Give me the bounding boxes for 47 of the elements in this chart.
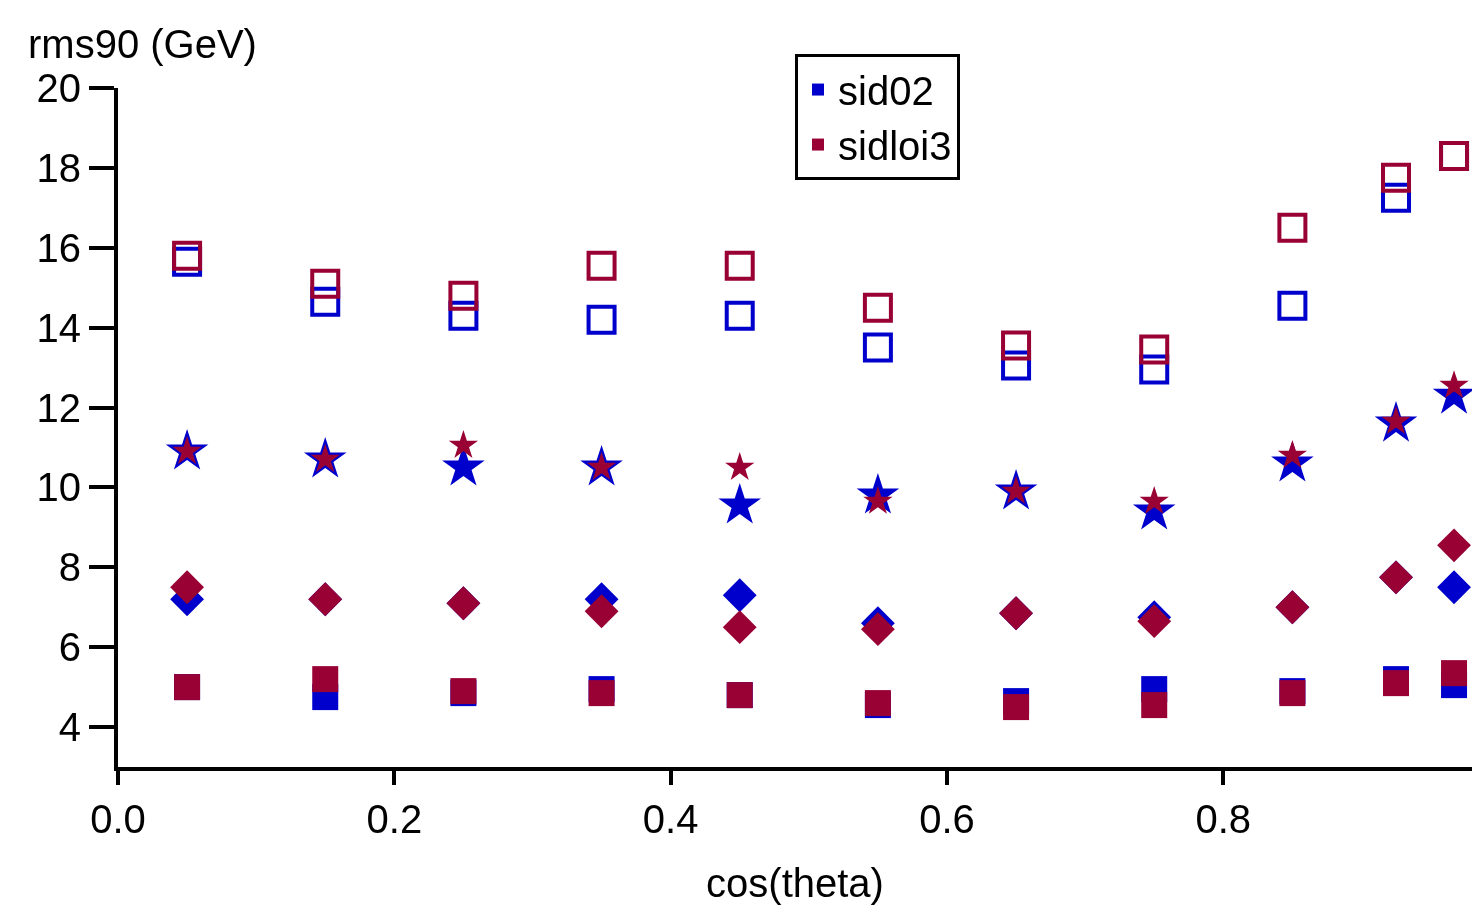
point	[1277, 212, 1308, 243]
point	[312, 666, 339, 693]
y-tick-label: 16	[36, 225, 81, 270]
point	[1141, 692, 1168, 719]
point	[170, 570, 204, 605]
point	[448, 430, 479, 458]
point	[862, 332, 893, 363]
point	[1437, 528, 1471, 563]
x-tick-label: 0.6	[919, 797, 975, 841]
point	[1437, 570, 1471, 605]
point	[1001, 330, 1032, 361]
point	[1139, 334, 1170, 365]
y-tick-label: 14	[36, 305, 81, 350]
point	[1439, 370, 1469, 399]
point	[1277, 290, 1308, 321]
point	[1381, 162, 1412, 193]
point	[172, 240, 203, 271]
point	[724, 250, 755, 281]
point	[725, 452, 755, 480]
point	[448, 280, 479, 311]
point	[724, 300, 755, 331]
point	[1003, 694, 1030, 721]
point	[586, 250, 617, 281]
y-tick-label: 12	[36, 385, 81, 430]
point	[1441, 660, 1468, 687]
point	[862, 292, 893, 323]
point	[584, 594, 619, 629]
legend-label: sidloi3	[838, 124, 952, 169]
y-tick-label: 18	[36, 145, 81, 190]
point	[1139, 485, 1169, 514]
x-tick-label: 0.2	[366, 797, 423, 841]
point	[586, 304, 617, 335]
y-tick-label: 4	[58, 705, 81, 750]
point	[861, 612, 895, 647]
x-axis-title: cos(theta)	[706, 861, 884, 905]
y-tick-label: 6	[58, 625, 81, 670]
x-tick-label: 0.0	[90, 797, 146, 841]
y-axis-title: rms90 (GeV)	[28, 22, 257, 66]
x-tick-label: 0.8	[1195, 797, 1252, 841]
legend-label: sid02	[838, 69, 934, 114]
y-tick-label: 8	[58, 545, 81, 590]
point	[722, 578, 757, 613]
y-tick-label: 10	[36, 465, 81, 510]
y-tick-label: 20	[36, 66, 81, 110]
point	[722, 610, 757, 645]
x-tick-label: 0.4	[642, 797, 699, 841]
point	[310, 268, 341, 299]
